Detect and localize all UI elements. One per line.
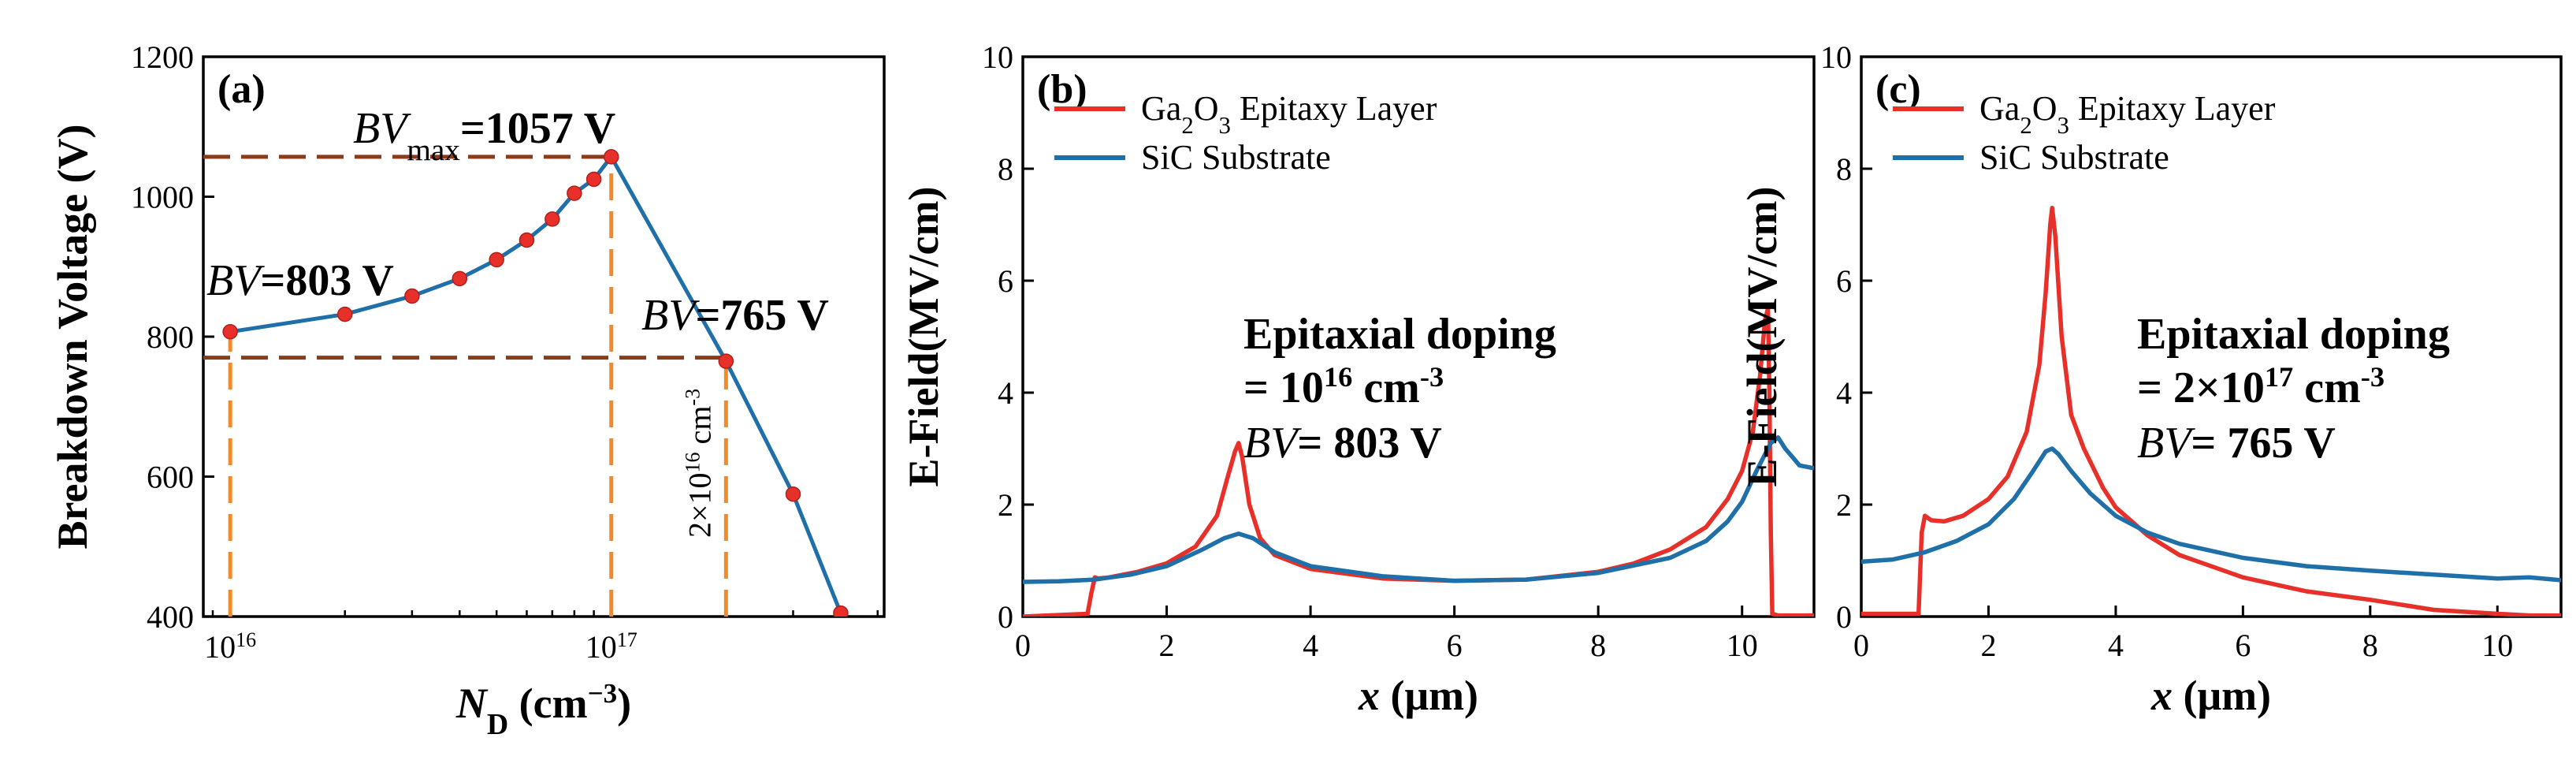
plot-area: [203, 149, 849, 617]
bv-765-annotation: BV=765 V: [641, 291, 829, 340]
y-tick-label: 1000: [131, 180, 194, 215]
x-tick-label: 4: [2108, 628, 2124, 663]
y-tick-label: 8: [1836, 151, 1852, 187]
data-point: [567, 185, 582, 201]
x-tick-label: 2: [1980, 628, 1996, 663]
x-tick-label: 1016: [204, 628, 256, 665]
panel-c: 0 2 4 6 8 10 0 2 4 6 8 10 E-Field(MV/cm) x (μm) (c) Ga2…: [1738, 39, 2563, 719]
legend-label: SiC Substrate: [1141, 138, 1331, 177]
x-tick-label: 1017: [585, 628, 637, 665]
y-tick-label: 4: [1836, 375, 1852, 411]
annotation-line-3: BV= 803 V: [1243, 419, 1442, 468]
y-tick-label: 4: [998, 375, 1013, 411]
panel-a: 400 600 800 1000 1200 1016 1017 Breakdown Volta…: [49, 39, 886, 742]
data-point: [452, 270, 468, 287]
x-tick-label: 10: [2481, 628, 2513, 663]
data-point: [519, 232, 535, 248]
x-tick-label: 0: [1853, 628, 1869, 663]
y-tick-label: 800: [147, 319, 194, 355]
annotation-line-2: = 2×1017 cm-3: [2137, 361, 2385, 412]
x-tick-label: 0: [1015, 628, 1031, 663]
y-tick-label: 0: [998, 599, 1013, 635]
vertical-doping-label: 2×1016 cm-3: [681, 389, 718, 538]
x-tick-label: 10: [1727, 628, 1758, 663]
series-line-breakdown: [229, 153, 843, 614]
y-tick-label: 6: [998, 263, 1013, 299]
x-axis-label: x (μm): [1358, 672, 1478, 719]
bv-max-annotation: BVmax=1057 V: [353, 104, 615, 167]
series-line-sic: [1861, 446, 2561, 583]
x-tick-label: 2: [1159, 628, 1175, 663]
plot-frame: [1860, 55, 2563, 618]
plot-area: [1861, 205, 2561, 617]
data-point: [489, 252, 504, 268]
panel-b: 0 2 4 6 8 10 0 2 4 6 8 10 E-Field(MV/cm) x (μm) (b) Ga2…: [900, 39, 1816, 719]
x-tick-label: 6: [1447, 628, 1463, 663]
y-tick-label: 10: [1820, 39, 1852, 75]
data-point: [545, 211, 560, 227]
annotation-line-1: Epitaxial doping: [2137, 310, 2450, 359]
x-tick-label: 8: [2362, 628, 2378, 663]
y-tick-label: 10: [982, 39, 1013, 75]
data-point: [785, 486, 801, 502]
data-point: [585, 171, 602, 188]
legend-label: Ga2O3 Epitaxy Layer: [1979, 89, 2276, 139]
plot-frame: [1021, 55, 1816, 618]
panel-label: (b): [1037, 67, 1087, 112]
legend-label: Ga2O3 Epitaxy Layer: [1141, 89, 1437, 139]
y-tick-label: 2: [1836, 487, 1852, 523]
y-tick-label: 6: [1836, 263, 1852, 299]
annotation-line-2: = 1016 cm-3: [1243, 361, 1444, 412]
y-tick-label: 600: [147, 460, 194, 495]
x-tick-label: 6: [2235, 628, 2251, 663]
x-axis-label: ND (cm−3): [455, 678, 631, 742]
bv-803-annotation: BV=803 V: [206, 256, 394, 305]
y-tick-label: 0: [1836, 599, 1852, 635]
data-point: [603, 149, 619, 165]
x-tick-label: 4: [1303, 628, 1318, 663]
annotation-line-3: BV= 765 V: [2137, 419, 2336, 468]
y-tick-label: 1200: [131, 39, 194, 75]
panel-label: (a): [217, 67, 266, 112]
x-axis-label: x (μm): [2150, 672, 2271, 719]
data-point: [718, 353, 734, 369]
panel-label: (c): [1875, 67, 1921, 112]
data-point: [222, 324, 238, 340]
data-point: [833, 605, 849, 617]
annotation-line-1: Epitaxial doping: [1243, 310, 1556, 359]
y-axis-label: E-Field(MV/cm): [1738, 187, 1786, 487]
y-axis-label: Breakdown Voltage (V): [49, 124, 96, 549]
y-tick-label: 400: [147, 599, 194, 635]
y-axis-label: E-Field(MV/cm): [900, 187, 947, 487]
series-line-ga2o3: [1861, 205, 2561, 617]
y-tick-label: 2: [998, 487, 1013, 523]
data-point: [404, 288, 420, 304]
x-tick-label: 8: [1590, 628, 1606, 663]
legend-label: SiC Substrate: [1979, 138, 2169, 177]
series-line-sic: [1023, 435, 1814, 584]
y-tick-label: 8: [998, 151, 1013, 187]
plot-area: [1023, 306, 1814, 617]
data-point: [336, 306, 353, 322]
